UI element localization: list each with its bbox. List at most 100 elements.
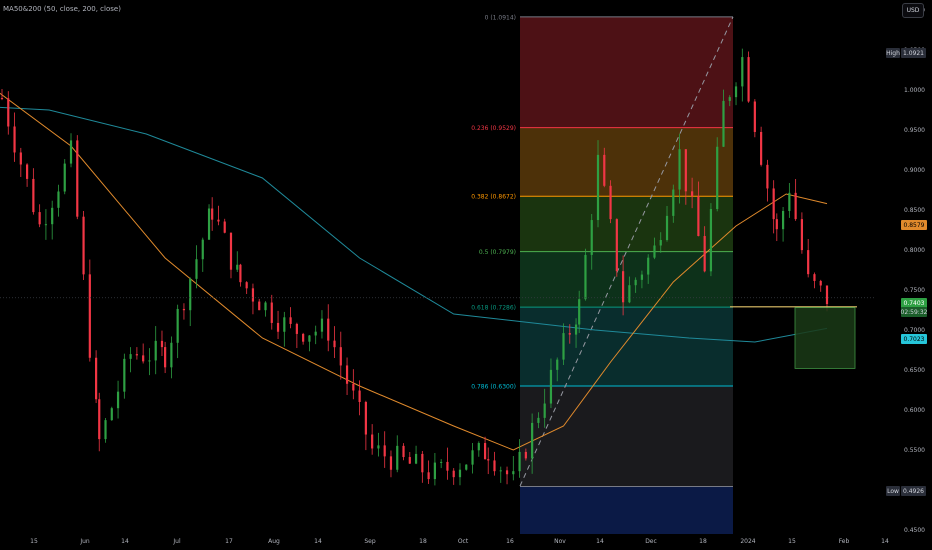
high-value-badge: 1.0921 xyxy=(901,48,926,58)
candle-body xyxy=(741,57,744,87)
candle-body xyxy=(647,257,650,275)
candle-body xyxy=(339,347,342,366)
fibonacci-retracement: 0 (1.0914) 0.236 (0.9529) 0.382 (0.8672) 0.… xyxy=(471,14,734,534)
candle-body xyxy=(665,215,669,240)
candle-body xyxy=(421,453,424,473)
candle-body xyxy=(728,97,731,101)
candle-body xyxy=(760,131,763,165)
candle-body xyxy=(69,140,73,164)
candle-body xyxy=(0,98,4,99)
candle-body xyxy=(189,278,192,311)
candle-body xyxy=(264,302,267,311)
x-tick-label: 14 xyxy=(881,538,889,545)
candle-body xyxy=(672,189,675,216)
candle-body xyxy=(63,163,66,192)
fib-level-label: 0.236 (0.9529) xyxy=(471,125,516,132)
candle-body xyxy=(270,302,273,323)
x-tick-label: 14 xyxy=(596,538,604,545)
y-tick-label: 1.0000 xyxy=(904,87,925,94)
ma50-price-badge-bg xyxy=(901,220,927,230)
candle-body xyxy=(217,219,220,222)
ma200-price-badge: 0.7023 xyxy=(901,334,927,344)
candle-body xyxy=(223,221,226,233)
fib-level-label: 0.618 (0.7286) xyxy=(471,305,516,312)
candle-body xyxy=(44,224,48,226)
candle-body xyxy=(622,271,625,303)
candle-body xyxy=(596,154,600,221)
candle-body xyxy=(684,149,687,192)
candle-body xyxy=(775,219,778,230)
currency-button[interactable]: USD xyxy=(902,3,924,18)
candle-body xyxy=(427,472,430,480)
candle-body xyxy=(7,98,10,127)
fib-level-label: 0.382 (0.8672) xyxy=(471,194,516,201)
candle-body xyxy=(794,192,797,220)
candle-body xyxy=(493,460,496,472)
candle-body xyxy=(116,391,120,409)
fib-zone xyxy=(520,16,733,128)
candle-body xyxy=(487,459,490,461)
candle-body xyxy=(408,457,411,464)
candle-body xyxy=(603,154,606,186)
candle-body xyxy=(446,461,449,471)
x-tick-label: 16 xyxy=(506,538,514,545)
candle-body xyxy=(477,443,480,451)
candle-body xyxy=(13,126,16,153)
fib-zone xyxy=(520,196,733,252)
candle-body xyxy=(110,408,113,421)
candle-body xyxy=(389,456,393,470)
countdown-badge: 02:59:32 xyxy=(901,307,928,317)
candle-body xyxy=(584,254,587,300)
candle-body xyxy=(465,464,468,470)
candle-body xyxy=(568,333,571,335)
candle-body xyxy=(433,462,436,480)
low-label-badge: Low xyxy=(886,486,900,496)
x-tick-label: 15 xyxy=(30,538,38,545)
candle-body xyxy=(800,219,804,251)
candle-body xyxy=(505,470,509,475)
candle-body xyxy=(819,280,822,286)
candle-body xyxy=(574,324,578,335)
candle-body xyxy=(709,209,713,272)
last-price-badge-text: 0.7403 xyxy=(904,300,925,307)
x-tick-label: 14 xyxy=(314,538,322,545)
indicator-label[interactable]: MA50&200 (50, close, 200, close) xyxy=(3,5,121,13)
ma200-price-badge-text: 0.7023 xyxy=(904,336,925,343)
candle-body xyxy=(578,299,581,325)
candle-body xyxy=(440,461,443,463)
countdown-badge-bg xyxy=(901,307,927,317)
candle-body xyxy=(327,318,330,341)
y-tick-label: 0.5500 xyxy=(904,447,925,454)
y-tick-label: 0.6500 xyxy=(904,367,925,374)
last-price-badge-bg xyxy=(901,298,927,308)
x-tick-label: Aug xyxy=(268,538,280,545)
candle-body xyxy=(201,239,204,260)
candle-body xyxy=(25,164,29,179)
high-label-badge-text: High xyxy=(886,50,900,57)
candle-body xyxy=(176,308,179,343)
candle-body xyxy=(236,264,239,270)
fib-level-label: 0.786 (0.6300) xyxy=(471,384,516,391)
candle-body xyxy=(512,471,515,475)
candle-body xyxy=(258,301,261,311)
fib-zone xyxy=(520,251,733,308)
candle-body xyxy=(302,333,305,342)
candle-body xyxy=(333,340,336,348)
candle-body xyxy=(32,178,35,213)
candle-body xyxy=(76,140,79,217)
candles xyxy=(0,48,829,486)
candle-body xyxy=(518,451,521,472)
candle-body xyxy=(239,264,242,283)
x-tick-label: 18 xyxy=(699,538,707,545)
ma50-line xyxy=(0,92,828,451)
candle-body xyxy=(549,369,553,404)
y-tick-label: 0.4500 xyxy=(904,527,925,534)
x-tick-label: 2024 xyxy=(740,538,755,545)
candle-body xyxy=(88,274,91,358)
candle-body xyxy=(308,335,311,342)
candle-body xyxy=(634,279,637,286)
candle-body xyxy=(123,358,126,392)
candle-body xyxy=(615,219,618,272)
drawings xyxy=(0,297,874,369)
